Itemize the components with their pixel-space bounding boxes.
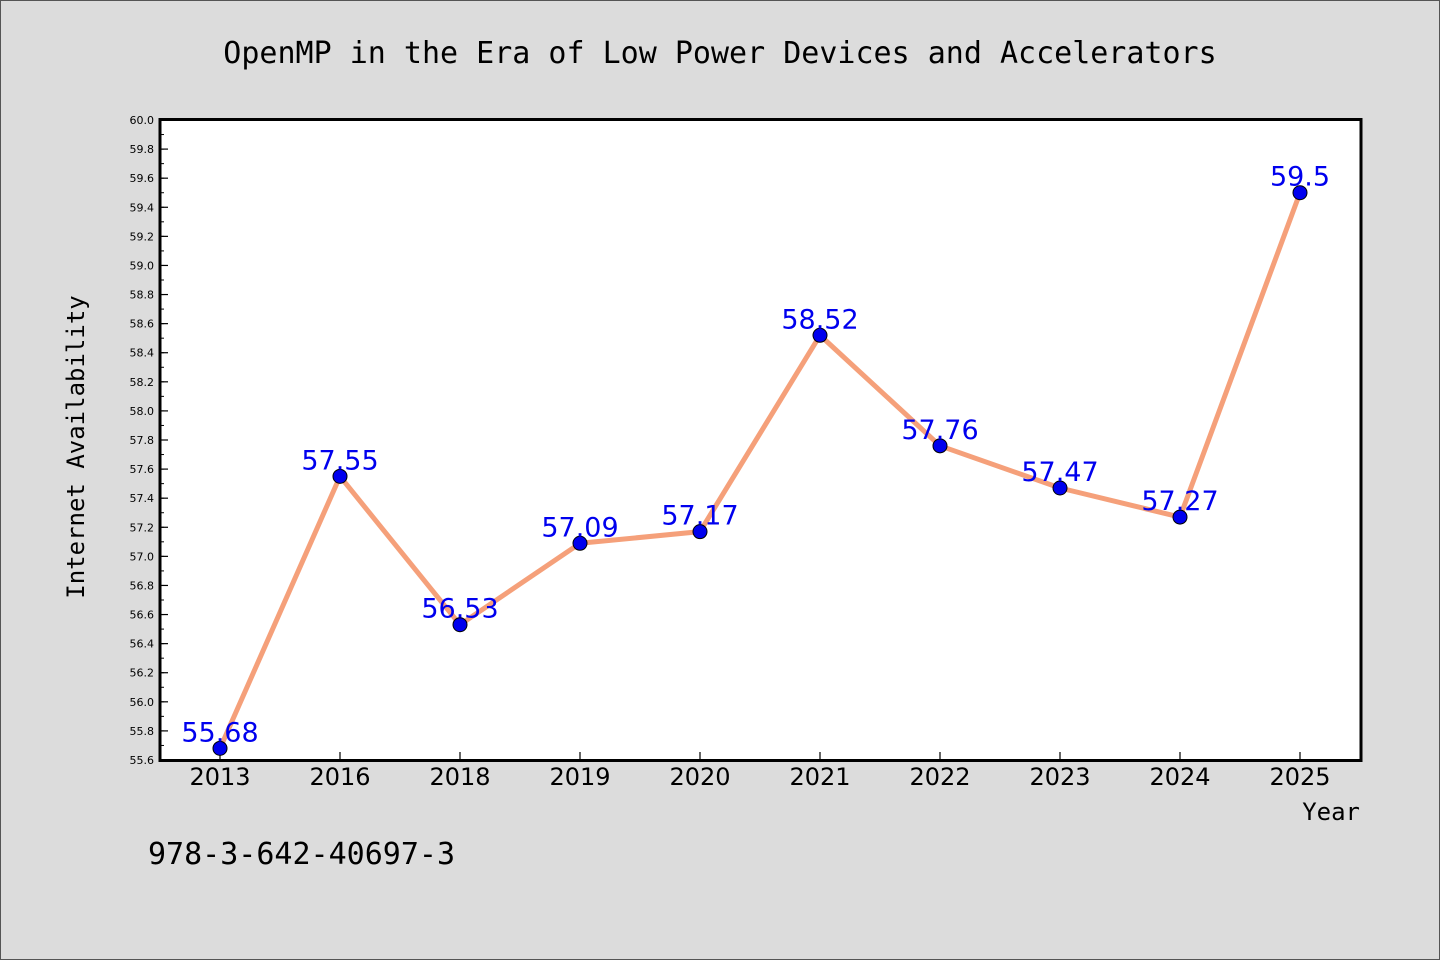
x-axis-ticks: 2013 2016 2018 2019 2020 2021 2022 2023 2024 2025 <box>189 752 1331 791</box>
y-tick-label: 57.6 <box>130 463 155 476</box>
x-tick-label: 2020 <box>669 763 730 791</box>
data-point <box>332 468 348 484</box>
data-point <box>1172 509 1188 525</box>
data-point <box>692 524 708 540</box>
y-tick-label: 57.0 <box>130 550 155 563</box>
x-tick-label: 2025 <box>1269 763 1330 791</box>
x-tick-label: 2013 <box>189 763 250 791</box>
y-tick-label: 58.0 <box>130 405 155 418</box>
x-axis-label: Year <box>1302 798 1360 826</box>
y-tick-label: 58.6 <box>130 318 155 331</box>
y-tick-label: 56.8 <box>130 579 155 592</box>
data-label: 57.09 <box>541 512 618 543</box>
y-tick-label: 57.4 <box>130 492 155 505</box>
x-tick-label: 2024 <box>1149 763 1210 791</box>
y-tick-label: 56.4 <box>130 638 155 651</box>
data-point <box>1292 185 1308 201</box>
x-tick-label: 2023 <box>1029 763 1090 791</box>
y-tick-label: 58.4 <box>130 347 155 360</box>
data-label: 57.55 <box>301 445 378 476</box>
y-tick-label: 56.0 <box>130 696 155 709</box>
data-label: 57.47 <box>1021 457 1098 488</box>
data-label: 55.68 <box>181 717 258 748</box>
x-tick-label: 2019 <box>549 763 610 791</box>
isbn-annotation: 978-3-642-40697-3 <box>148 837 455 872</box>
series-layer <box>212 185 1308 756</box>
data-point <box>1052 480 1068 496</box>
y-axis-ticks: 55.6 55.8 56.0 56.2 56.4 56.6 56.8 57.0 57.2 57.4… <box>130 114 168 767</box>
y-tick-label: 57.2 <box>130 521 155 534</box>
y-tick-label: 59.6 <box>130 172 155 185</box>
data-point <box>572 535 588 551</box>
y-tick-label: 59.4 <box>130 201 155 214</box>
plot-area <box>158 118 1363 762</box>
data-point <box>812 327 828 343</box>
series-line <box>217 191 1303 750</box>
data-point <box>212 740 228 756</box>
chart-title: OpenMP in the Era of Low Power Devices a… <box>223 36 1216 71</box>
data-label: 56.53 <box>421 594 498 625</box>
y-tick-label: 59.8 <box>130 143 155 156</box>
data-label: 58.52 <box>781 304 858 335</box>
x-tick-label: 2022 <box>909 763 970 791</box>
y-tick-label: 57.8 <box>130 434 155 447</box>
y-tick-label: 58.8 <box>130 289 155 302</box>
data-labels-layer: 55.68 57.55 56.53 57.09 57.17 58.52 57.76 57.47… <box>181 162 1330 749</box>
y-tick-label: 59.2 <box>130 230 155 243</box>
y-tick-label: 59.0 <box>130 259 155 272</box>
y-tick-label: 58.2 <box>130 376 155 389</box>
y-tick-label: 60.0 <box>130 114 155 127</box>
y-tick-label: 55.8 <box>130 725 155 738</box>
data-point <box>932 438 948 454</box>
x-tick-label: 2021 <box>789 763 850 791</box>
y-tick-label: 56.6 <box>130 609 155 622</box>
data-label: 59.5 <box>1270 162 1330 193</box>
x-tick-label: 2016 <box>309 763 370 791</box>
data-point <box>452 617 468 633</box>
y-tick-label: 56.2 <box>130 667 155 680</box>
data-label: 57.17 <box>661 501 738 532</box>
x-tick-label: 2018 <box>429 763 490 791</box>
data-label: 57.76 <box>901 415 978 446</box>
y-axis-label: Internet Availability <box>62 295 90 598</box>
data-label: 57.27 <box>1141 486 1218 517</box>
y-tick-label: 55.6 <box>130 754 155 767</box>
